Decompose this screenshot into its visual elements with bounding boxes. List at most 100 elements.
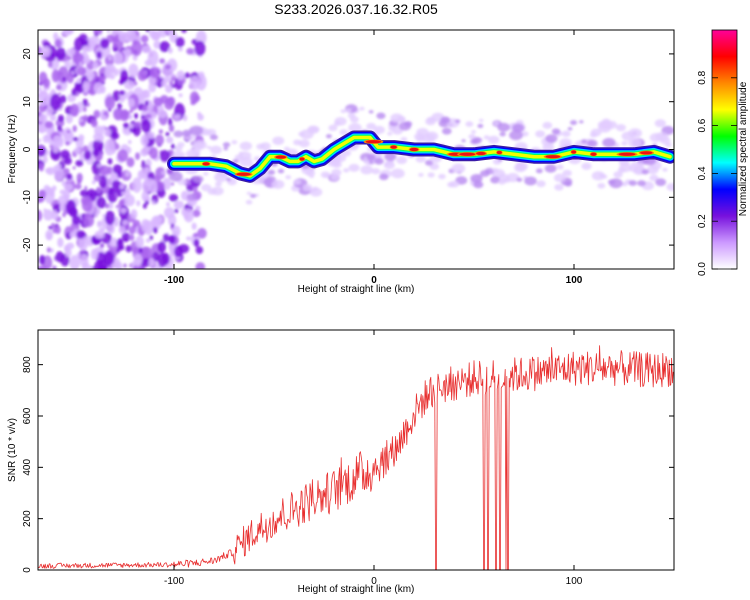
noise-speck [96,186,102,194]
noise-speck [581,162,592,170]
noise-speck [163,207,175,219]
noise-speck [186,47,194,55]
noise-speck [57,114,65,122]
noise-speck [544,164,557,173]
noise-speck [171,225,181,237]
noise-speck [153,40,161,49]
noise-speck [330,174,340,181]
noise-speck [141,258,151,267]
noise-speck [40,46,51,58]
noise-speck [55,251,64,263]
noise-speck [516,177,523,182]
noise-speck [260,142,271,150]
noise-speck [239,157,253,167]
noise-speck [666,183,674,191]
noise-speck [181,30,187,33]
snr-xtick-label: -100 [164,576,184,587]
noise-speck [105,210,115,226]
noise-speck [376,112,386,120]
noise-speck [43,78,51,89]
noise-speck [553,173,566,183]
noise-speck [211,186,224,196]
noise-speck [487,135,500,144]
noise-speck [62,212,66,218]
noise-speck [542,121,553,129]
noise-speck [52,227,58,234]
noise-speck [567,127,573,131]
noise-speck [628,138,642,148]
spectrogram-ytick-label: 0 [22,146,33,152]
ridge-hotspot [365,140,382,144]
noise-speck [133,253,143,267]
noise-speck [107,158,113,165]
noise-speck [120,69,129,83]
noise-speck [472,136,482,144]
noise-speck [79,189,89,197]
noise-speck [142,104,148,112]
noise-speck [646,165,659,175]
noise-speck [425,131,439,141]
ridge-hotspot [236,172,251,176]
noise-speck [117,102,123,110]
noise-speck [170,182,175,186]
noise-speck [104,63,116,73]
spectrogram-ytick-label: 10 [22,96,33,108]
noise-speck [192,94,201,102]
snr-ytick-label: 0 [22,567,33,573]
noise-speck [415,155,426,163]
noise-speck [298,131,305,137]
noise-speck [103,128,112,137]
noise-speck [195,246,204,255]
noise-speck [477,123,484,129]
noise-speck [38,86,42,92]
noise-speck [67,93,76,103]
noise-speck [174,208,179,214]
noise-speck [49,114,57,122]
noise-speck [128,63,139,78]
noise-speck [69,231,75,238]
noise-speck [384,152,397,161]
noise-speck [102,214,106,218]
noise-speck [114,192,118,198]
noise-speck [206,145,212,150]
spectrogram-ytick-label: -20 [22,237,33,252]
noise-speck [272,136,285,146]
noise-speck [53,135,62,144]
noise-speck [56,84,62,91]
noise-speck [60,149,70,159]
noise-speck [128,98,135,108]
noise-speck [226,177,232,182]
noise-speck [49,248,54,253]
noise-speck [524,176,537,186]
noise-speck [137,69,148,82]
noise-speck [120,207,127,214]
ridge-hotspot [476,151,486,156]
noise-speck [81,45,90,53]
noise-speck [70,103,80,117]
noise-speck [451,163,466,174]
noise-speck [184,72,191,79]
noise-speck [601,174,608,179]
noise-speck [440,116,451,124]
noise-speck [398,121,412,131]
noise-speck [383,162,389,167]
noise-speck [345,108,352,113]
noise-speck [231,140,238,145]
noise-speck [185,236,191,241]
noise-speck [112,52,124,65]
noise-speck [174,245,183,258]
noise-speck [59,95,67,104]
noise-speck [302,184,313,192]
noise-speck [82,57,91,64]
noise-speck [621,181,628,187]
noise-speck [90,248,99,260]
noise-speck [144,200,150,205]
noise-speck [52,265,57,269]
noise-speck [554,183,564,191]
noise-speck [425,117,436,126]
noise-speck [151,219,160,227]
noise-speck [171,145,176,149]
noise-speck [307,125,320,134]
noise-speck [371,168,381,175]
